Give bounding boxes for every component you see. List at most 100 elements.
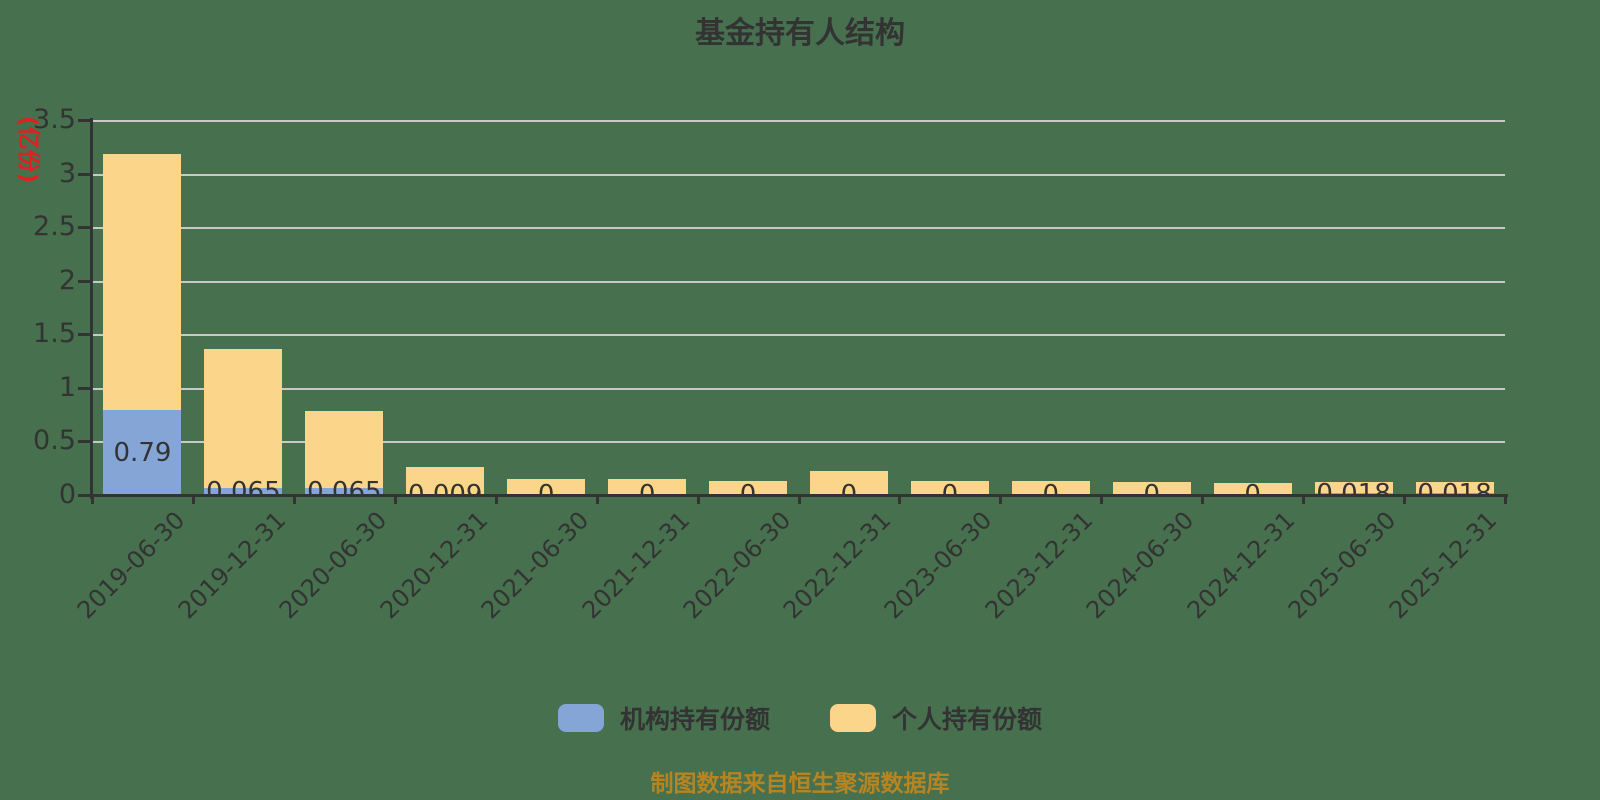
bar-group-2024-06-30: [1112, 120, 1191, 495]
gridline-1.5: [92, 334, 1505, 337]
legend: 机构持有份额 个人持有份额: [0, 700, 1600, 736]
y-axis-tick: [78, 172, 91, 176]
bar-segment-personal[interactable]: [1314, 482, 1393, 494]
bar-segment-personal[interactable]: [1213, 483, 1292, 495]
x-tick-label: 2024-06-30: [1081, 506, 1200, 625]
x-tick-label: 2024-12-31: [1182, 506, 1301, 625]
y-tick-label: 0.5: [33, 425, 76, 457]
x-axis-tick: [1504, 496, 1507, 504]
y-tick-label: 2: [58, 264, 76, 296]
bar-segment-personal[interactable]: [709, 481, 788, 495]
bar-segment-institutional[interactable]: [103, 410, 182, 495]
plot-area: 0.79 0.065 0.065 0.009 0 0 0 0 0 0 0 0 0.018 0.018: [92, 120, 1505, 495]
bar-group-2023-06-30: [910, 120, 989, 495]
y-axis-tick: [78, 226, 91, 230]
x-tick-label: 2023-12-31: [980, 506, 1099, 625]
bar-segment-personal[interactable]: [1112, 482, 1191, 495]
x-axis-tick: [595, 496, 599, 504]
x-axis-tick: [1403, 496, 1407, 504]
gridline-0.5: [92, 441, 1505, 444]
x-axis-tick: [191, 496, 195, 504]
bar-segment-institutional[interactable]: [305, 488, 384, 495]
bar-value-label: 0.065: [206, 476, 281, 495]
y-tick-label: 3: [58, 157, 76, 189]
x-tick-label: 2022-06-30: [677, 506, 796, 625]
legend-swatch-personal[interactable]: [830, 704, 876, 732]
x-axis-tick: [1100, 496, 1104, 504]
bar-value-label: 0: [840, 480, 858, 495]
x-axis-tick: [393, 496, 397, 504]
y-tick-label: 3.5: [33, 104, 76, 135]
y-tick-label: 1.5: [33, 318, 76, 350]
bar-segment-personal[interactable]: [608, 478, 687, 495]
y-axis-tick: [78, 119, 91, 122]
gridline-1: [92, 387, 1505, 390]
x-tick-label: 2019-12-31: [172, 506, 292, 625]
bar-segment-personal[interactable]: [406, 467, 485, 495]
x-tick-label: 2019-06-30: [71, 506, 191, 625]
legend-item-personal[interactable]: 个人持有份额: [830, 700, 1042, 736]
legend-swatch-institutional[interactable]: [557, 704, 604, 732]
x-axis-tick: [999, 496, 1003, 504]
bar-group-2021-06-30: [507, 120, 586, 495]
bar-value-label: 0: [1042, 480, 1060, 495]
x-tick-label: 2025-12-31: [1383, 506, 1503, 625]
bar-value-label: 0.79: [113, 437, 172, 468]
gridline-3: [92, 173, 1505, 176]
bar-value-label: 0: [1244, 480, 1261, 495]
bar-segment-personal[interactable]: [809, 471, 888, 495]
bar-segment-personal[interactable]: [305, 410, 384, 489]
bar-group-2023-12-31: [1011, 120, 1090, 495]
y-axis-tick: [78, 279, 91, 283]
bar-value-label: 0: [537, 480, 555, 495]
y-axis-tick: [78, 386, 91, 390]
x-axis-tick: [1302, 496, 1306, 504]
bar-segment-personal[interactable]: [103, 154, 182, 411]
y-axis-tick: [78, 333, 91, 337]
bar-value-label: 0: [739, 480, 757, 495]
x-axis-tick: [292, 496, 296, 504]
y-tick-label: 2.5: [33, 211, 76, 243]
bar-segment-institutional[interactable]: [204, 488, 283, 495]
y-axis-tick: [78, 440, 91, 444]
bar-group-2019-12-31: [204, 120, 283, 495]
bar-value-label: 0: [941, 480, 959, 495]
bar-segment-personal[interactable]: [507, 478, 586, 495]
bar-value-label: 0.065: [307, 476, 382, 495]
bar-value-label: 0.018: [1316, 479, 1391, 495]
y-axis-tick: [78, 494, 91, 497]
bar-segment-personal[interactable]: [204, 348, 283, 489]
bar-group-2022-12-31: [809, 120, 888, 495]
bar-value-label: 0.018: [1417, 479, 1492, 495]
bar-group-2020-12-31: [406, 120, 485, 495]
x-axis-tick: [91, 496, 94, 504]
bar-group-2022-06-30: [709, 120, 788, 495]
x-tick-label: 2025-06-30: [1282, 506, 1402, 625]
data-source-note: 制图数据来自恒生聚源数据库: [650, 771, 950, 797]
bar-segment-personal[interactable]: [1011, 481, 1090, 495]
x-tick-label: 2023-06-30: [879, 506, 998, 625]
bar-segment-personal[interactable]: [910, 481, 989, 495]
legend-label-institutional[interactable]: 机构持有份额: [619, 705, 770, 734]
gridline-2.5: [92, 227, 1505, 230]
bar-value-label: 0.009: [408, 479, 483, 495]
bar-group-2020-06-30: [305, 120, 384, 495]
y-tick-label: 1: [58, 371, 76, 403]
x-tick-label: 2022-12-31: [778, 506, 897, 625]
x-axis-tick: [898, 496, 902, 504]
x-axis-tick: [797, 496, 801, 504]
bar-group-2025-06-30: [1314, 120, 1393, 495]
bar-value-label: 0: [638, 480, 656, 495]
legend-label-personal[interactable]: 个人持有份额: [892, 705, 1043, 734]
x-tick-label: 2020-12-31: [374, 506, 494, 625]
gridline-3.5: [92, 120, 1505, 122]
x-tick-label: 2020-06-30: [273, 506, 393, 625]
bar-group-2025-12-31: [1415, 120, 1494, 495]
y-tick-label: 0: [58, 479, 76, 510]
legend-item-institutional[interactable]: 机构持有份额: [557, 700, 770, 736]
x-tick-label: 2021-06-30: [475, 506, 594, 625]
x-tick-label: 2021-12-31: [576, 506, 695, 625]
x-axis-tick: [696, 496, 700, 504]
bar-segment-personal[interactable]: [1415, 482, 1494, 494]
bar-group-2019-06-30: [103, 120, 182, 495]
